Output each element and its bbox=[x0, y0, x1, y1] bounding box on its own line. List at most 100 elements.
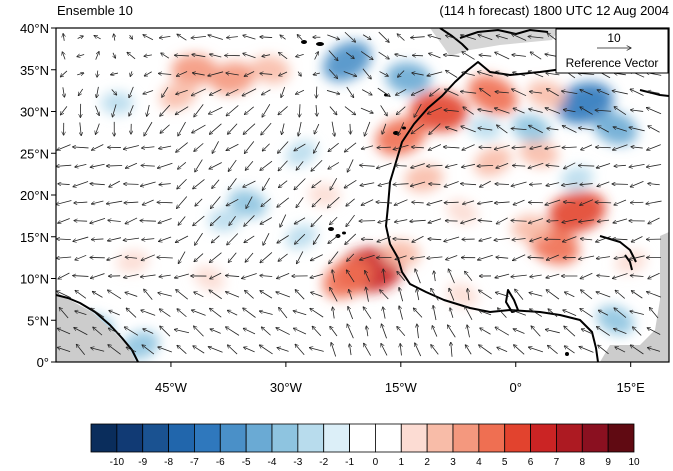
wind-arrow bbox=[596, 163, 611, 168]
wind-arrow bbox=[596, 327, 610, 336]
wind-arrow bbox=[194, 232, 203, 245]
colorbar-swatch bbox=[530, 423, 557, 453]
wind-arrow bbox=[630, 345, 644, 355]
anomaly-blob bbox=[446, 199, 478, 225]
wind-arrow bbox=[495, 92, 509, 93]
wind-arrow bbox=[332, 270, 335, 283]
latitude-axis: 0° 5°N 10°N 15°N 20°N 25°N 30°N 35°N 40°N bbox=[20, 21, 56, 370]
wind-arrow bbox=[545, 329, 560, 334]
wind-arrow bbox=[563, 202, 576, 203]
wind-arrow bbox=[125, 292, 138, 297]
wind-arrow bbox=[157, 202, 173, 203]
wind-arrow bbox=[613, 127, 627, 132]
colorbar-label: -4 bbox=[268, 457, 277, 468]
lat-tick-label: 40°N bbox=[20, 21, 49, 36]
wind-arrow bbox=[327, 34, 339, 40]
lon-tick-label: 15°E bbox=[617, 380, 646, 395]
wind-arrow bbox=[93, 327, 103, 336]
wind-arrow bbox=[144, 121, 153, 136]
wind-arrow bbox=[57, 347, 71, 352]
wind-arrow bbox=[295, 344, 305, 355]
anomaly-blob bbox=[100, 91, 134, 115]
wind-arrow bbox=[512, 147, 526, 148]
anomaly-blob bbox=[596, 305, 635, 335]
wind-arrow bbox=[227, 123, 238, 135]
wind-arrow bbox=[580, 199, 594, 206]
wind-arrow bbox=[545, 199, 561, 205]
wind-arrow bbox=[159, 275, 171, 277]
wind-arrow bbox=[399, 306, 403, 320]
wind-arrow bbox=[141, 165, 155, 166]
wind-arrow bbox=[615, 290, 626, 299]
wind-arrow bbox=[462, 163, 476, 167]
wind-arrow bbox=[277, 141, 289, 154]
lat-tick-label: 35°N bbox=[20, 63, 49, 78]
wind-arrow bbox=[359, 221, 376, 222]
lat-tick-label: 10°N bbox=[20, 272, 49, 287]
wind-arrow bbox=[497, 308, 507, 318]
wind-arrow bbox=[63, 34, 64, 41]
wind-arrow bbox=[465, 345, 472, 355]
wind-arrow bbox=[378, 182, 390, 186]
wind-arrow bbox=[177, 196, 188, 209]
wind-arrow bbox=[580, 184, 593, 185]
wind-arrow bbox=[141, 310, 156, 316]
wind-arrow bbox=[397, 271, 406, 281]
wind-arrow bbox=[494, 108, 510, 114]
wind-arrow bbox=[90, 218, 106, 223]
wind-arrow bbox=[561, 91, 578, 94]
wind-arrow bbox=[277, 348, 289, 352]
wind-arrow bbox=[434, 271, 435, 282]
wind-arrow bbox=[449, 288, 455, 301]
wind-arrow bbox=[210, 215, 221, 226]
wind-arrow bbox=[614, 308, 627, 318]
wind-arrow bbox=[226, 143, 239, 150]
wind-arrow bbox=[528, 71, 544, 78]
wind-arrow bbox=[465, 271, 473, 282]
wind-arrow bbox=[529, 125, 543, 134]
wind-arrow bbox=[123, 237, 140, 240]
wind-arrow bbox=[80, 122, 81, 135]
wind-arrow bbox=[598, 345, 609, 355]
wind-arrow bbox=[56, 200, 72, 204]
wind-arrow bbox=[109, 180, 121, 187]
wind-arrow bbox=[90, 184, 105, 185]
wind-arrow bbox=[494, 202, 510, 203]
wind-arrow bbox=[381, 343, 388, 356]
wind-arrow bbox=[278, 52, 288, 60]
colorbar-swatch bbox=[400, 423, 428, 453]
wind-arrow bbox=[513, 199, 525, 205]
wind-arrow bbox=[432, 326, 438, 337]
wind-arrow bbox=[648, 272, 660, 279]
wind-arrow bbox=[194, 253, 204, 262]
anomaly-blob bbox=[385, 62, 432, 95]
colorbar-label: 9 bbox=[605, 457, 611, 468]
wind-arrow bbox=[75, 311, 87, 316]
wind-arrow bbox=[597, 126, 609, 133]
wind-arrow bbox=[445, 163, 458, 167]
reference-vector-box: 10 Reference Vector bbox=[555, 28, 669, 74]
wind-arrow bbox=[59, 308, 69, 319]
wind-arrow bbox=[277, 235, 289, 243]
wind-arrow bbox=[97, 70, 98, 78]
wind-arrow bbox=[226, 73, 239, 75]
wind-arrow bbox=[495, 273, 510, 278]
wind-arrow bbox=[123, 145, 139, 150]
wind-arrow bbox=[648, 184, 660, 185]
wind-arrow bbox=[460, 184, 477, 185]
wind-arrow bbox=[512, 55, 526, 57]
wind-arrow bbox=[124, 202, 139, 203]
colorbar-swatch bbox=[375, 423, 402, 453]
wind-arrow bbox=[614, 199, 627, 205]
wind-arrow bbox=[92, 291, 103, 298]
wind-arrow bbox=[108, 345, 121, 355]
wind-arrow bbox=[106, 166, 123, 167]
wind-arrow bbox=[140, 221, 156, 222]
wind-arrow bbox=[528, 347, 544, 353]
colorbar-label: 7 bbox=[554, 457, 560, 468]
wind-arrow bbox=[547, 345, 558, 354]
wind-arrow bbox=[194, 104, 204, 116]
wind-arrow bbox=[331, 121, 335, 137]
wind-arrow bbox=[191, 88, 206, 96]
wind-arrow bbox=[581, 329, 592, 334]
